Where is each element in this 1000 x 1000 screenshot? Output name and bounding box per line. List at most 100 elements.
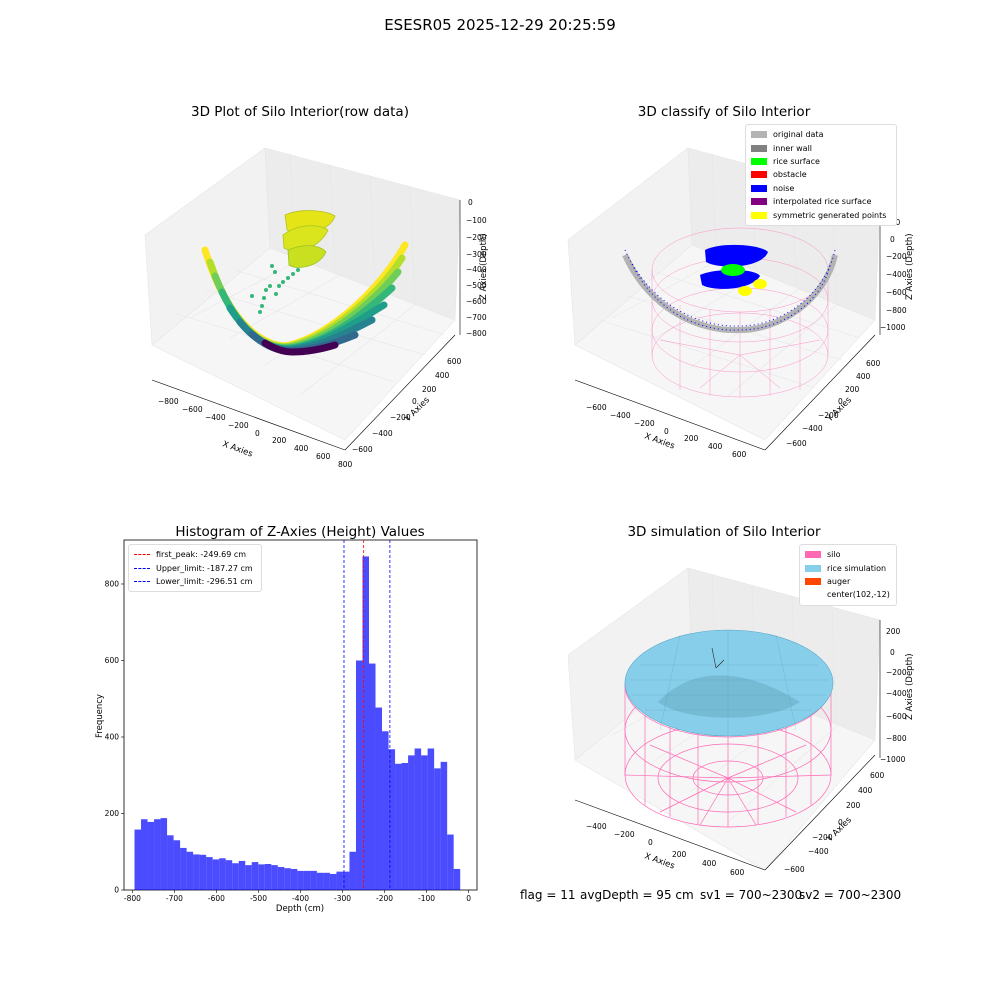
x-tick-label: -700: [166, 894, 183, 903]
legend-item-symmetric: symmetric generated points: [751, 208, 891, 221]
plot1-ztick: −400: [466, 265, 487, 274]
legend-item-noise: noise: [751, 182, 891, 195]
plot2-ztick: −600: [886, 288, 907, 297]
y-tick-label: 200: [105, 809, 120, 818]
histogram-bar: [355, 660, 363, 890]
x-tick-label: -300: [334, 894, 351, 903]
histogram-bar: [212, 859, 220, 890]
histogram-bar: [336, 871, 343, 890]
histogram-bar: [206, 857, 213, 890]
plot4-xtick: −200: [614, 830, 635, 839]
legend-item-obstacle: obstacle: [751, 168, 891, 181]
plot3-xlabel: Depth (cm): [276, 904, 324, 914]
plot3-title: Histogram of Z-Axies (Height) Values: [175, 524, 425, 540]
plot2-xtick: −600: [586, 403, 607, 412]
legend-label: Upper_limit: -187.27 cm: [156, 563, 253, 573]
plot4-ytick: −400: [808, 847, 829, 856]
plot1-ztick: 0: [468, 198, 473, 207]
histogram-bar: [434, 768, 441, 890]
plot1-xtick: 0: [255, 429, 260, 438]
plot4-ztick: 0: [890, 648, 895, 657]
plot2-ztick: −1000: [880, 323, 906, 332]
histogram-bar: [173, 840, 181, 890]
plot4-ztick: −800: [886, 734, 907, 743]
legend-label: Lower_limit: -296.51 cm: [156, 576, 253, 586]
histogram-bar: [368, 663, 376, 890]
histogram-bar: [401, 763, 409, 890]
histogram-bar: [232, 863, 239, 890]
plot1-surface: [201, 241, 409, 356]
histogram-bar: [414, 748, 422, 890]
plot1-ytick: 400: [435, 371, 450, 380]
plot2-ytick: −200: [818, 411, 839, 420]
plot2-original-data: [622, 253, 838, 334]
histogram-bar: [271, 865, 278, 890]
legend-swatch: [805, 564, 821, 572]
plot1-xtick: −400: [205, 413, 226, 422]
legend-label: original data: [773, 130, 824, 140]
legend-item-rice-surface: rice surface: [751, 155, 891, 168]
legend-label: auger: [827, 576, 851, 586]
plot2-ytick: −400: [802, 424, 823, 433]
histogram-bar: [375, 707, 383, 890]
plot1-title: 3D Plot of Silo Interior(row data): [191, 104, 409, 120]
plot2-noise-blob: [700, 244, 768, 289]
histogram-bar: [440, 761, 448, 890]
histogram-bar: [342, 871, 350, 890]
plot1-xtick: −800: [158, 397, 179, 406]
plot1-ytick: 200: [422, 385, 437, 394]
plot1-xtick: −200: [228, 421, 249, 430]
plot4-ztick: −400: [886, 689, 907, 698]
histogram-bar: [303, 870, 311, 890]
plot4-ytick: −200: [812, 833, 833, 842]
legend-swatch: [751, 144, 767, 152]
legend-item-silo: silo: [805, 548, 891, 561]
plot4-legend: silo rice simulation auger center(102,-1…: [799, 544, 897, 606]
status-flag: flag = 11: [520, 888, 576, 902]
histogram-bar: [180, 847, 187, 890]
status-avg-depth: avgDepth = 95 cm: [580, 888, 694, 902]
histogram-bar: [225, 860, 233, 890]
histogram-bar: [382, 731, 389, 890]
plot3-legend: first_peak: -249.69 cm Upper_limit: -187…: [128, 544, 262, 593]
legend-swatch: [134, 580, 150, 582]
histogram-bar: [453, 868, 461, 890]
plot2-xtick: 0: [664, 427, 669, 436]
plot1-xtick: 400: [294, 444, 309, 453]
legend-item-center: center(102,-12): [805, 588, 891, 601]
figure-suptitle: ESESR05 2025-12-29 20:25:59: [384, 16, 616, 34]
plot1-ytick: 600: [447, 357, 462, 366]
histogram-bar: [258, 864, 265, 890]
plot2-ztick: −800: [886, 306, 907, 315]
plot1-ytick: −200: [390, 413, 411, 422]
legend-swatch: [751, 198, 767, 206]
legend-label: interpolated rice surface: [773, 197, 872, 207]
plot1-scatter-points: [250, 264, 300, 314]
histogram-bar: [284, 868, 291, 890]
legend-swatch: [751, 211, 767, 219]
legend-label: rice surface: [773, 156, 820, 166]
plot1-ztick: −600: [466, 297, 487, 306]
histogram-bar: [147, 821, 155, 890]
legend-label: symmetric generated points: [773, 210, 887, 220]
legend-swatch: [134, 554, 150, 556]
histogram-bar: [329, 873, 337, 890]
plot4-ytick: 0: [838, 818, 843, 827]
histogram-bar: [388, 749, 396, 890]
histogram-bar: [349, 851, 356, 890]
plot2-symmetric-points: [738, 279, 767, 296]
plot2-ztick: −200: [886, 252, 907, 261]
plot1-ztick: −800: [466, 329, 487, 338]
plot2-xtick: −400: [610, 411, 631, 420]
y-tick-label: 0: [114, 886, 119, 895]
plot4-ytick: 600: [870, 771, 885, 780]
legend-swatch: [134, 567, 150, 569]
plot4-xtick: 0: [648, 838, 653, 847]
plot2-xtick: 200: [684, 434, 699, 443]
histogram-bar: [186, 851, 194, 890]
plot4-title: 3D simulation of Silo Interior: [627, 524, 821, 540]
plot1-xtick: 800: [338, 460, 353, 469]
plot4-ytick: −600: [784, 865, 805, 874]
x-tick-label: -500: [250, 894, 267, 903]
plot3-bars: [134, 556, 461, 890]
